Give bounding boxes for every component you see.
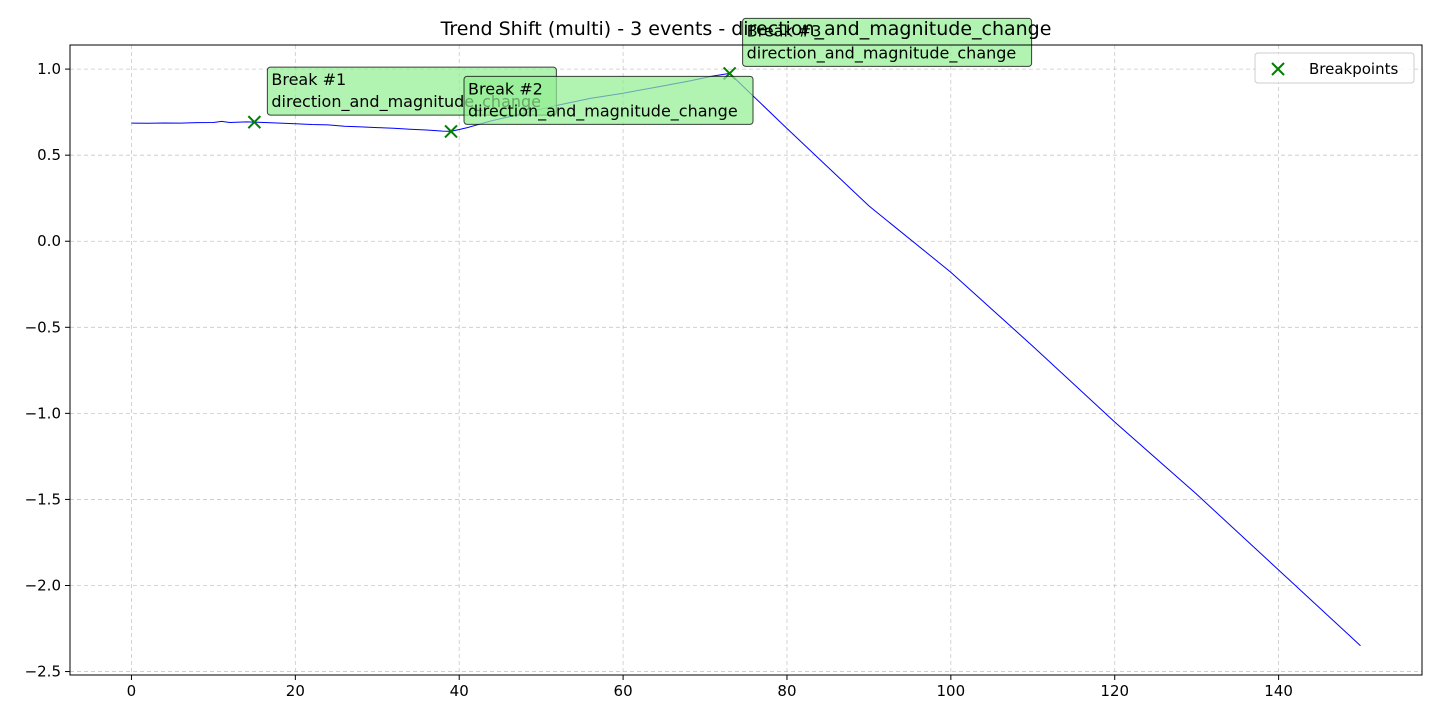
legend-box — [1254, 52, 1415, 84]
y-tick-label: −2.0 — [25, 576, 61, 594]
annotation-background — [463, 75, 754, 125]
x-tick-label: 20 — [286, 682, 305, 700]
legend: Breakpoints — [1254, 52, 1415, 84]
chart-title: Trend Shift (multi) - 3 events - directi… — [440, 18, 1052, 40]
x-stroke — [1271, 62, 1285, 76]
y-tick-label: −2.5 — [25, 663, 61, 681]
series-line — [131, 72, 1361, 647]
axis-ticks: 0 20 40 60 80 100 120 140 1.0 0.5 0.0 −0.5 −1.0 −1.5 −… — [25, 60, 1293, 700]
annotation-title: Break #2 — [468, 79, 543, 98]
series-layer — [131, 72, 1361, 647]
y-tick-label: 0.0 — [37, 232, 61, 250]
x-tick-label: 0 — [127, 682, 137, 700]
x-tick-label: 80 — [777, 682, 796, 700]
legend-marker-icon — [1271, 62, 1285, 76]
x-tick-label: 120 — [1100, 682, 1129, 700]
legend-label: Breakpoints — [1309, 60, 1398, 78]
x-tick-label: 60 — [614, 682, 633, 700]
plot-frame — [69, 44, 1423, 676]
annotation-box: Break #3 direction_and_magnitude_change — [742, 17, 1033, 67]
annotation-detail: direction_and_magnitude_change — [747, 43, 1017, 63]
annotation-title: Break #1 — [271, 70, 346, 89]
breakpoint-marker — [247, 115, 262, 129]
x-stroke — [247, 115, 262, 129]
x-tick-label: 40 — [450, 682, 469, 700]
legend-x-icon — [1271, 62, 1285, 76]
annotation-background — [742, 17, 1033, 67]
x-tick-label: 140 — [1264, 682, 1293, 700]
annotation-detail: direction_and_magnitude_change — [468, 101, 738, 121]
annotations: Break #1direction_and_magnitude_changeBr… — [266, 17, 1033, 125]
x-stroke — [444, 124, 458, 139]
y-tick-label: 1.0 — [37, 60, 61, 78]
annotation-title: Break #3 — [747, 21, 822, 40]
annotation-box: Break #2 direction_and_magnitude_change — [463, 75, 754, 125]
y-tick-label: −1.0 — [25, 404, 61, 422]
y-tick-label: −1.5 — [25, 490, 61, 508]
y-tick-label: −0.5 — [25, 318, 61, 336]
x-tick-label: 100 — [937, 682, 966, 700]
y-tick-label: 0.5 — [37, 146, 61, 164]
breakpoint-marker — [444, 124, 458, 139]
